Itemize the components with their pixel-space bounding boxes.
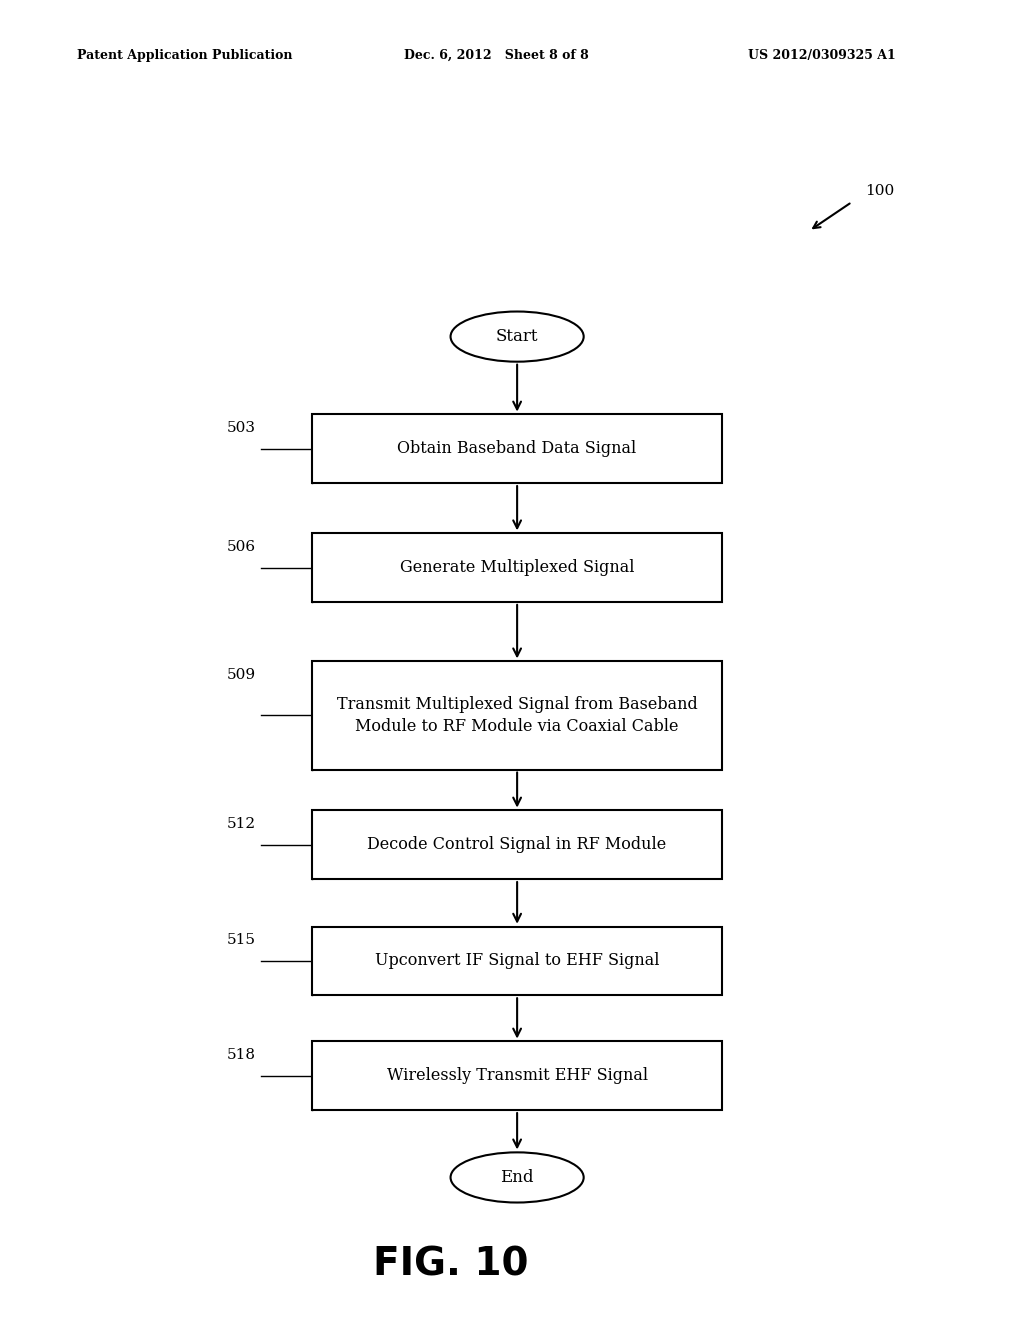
Text: 100: 100 — [865, 185, 895, 198]
Text: 506: 506 — [227, 540, 256, 554]
FancyBboxPatch shape — [312, 1041, 722, 1110]
Text: Decode Control Signal in RF Module: Decode Control Signal in RF Module — [368, 837, 667, 853]
Text: Wirelessly Transmit EHF Signal: Wirelessly Transmit EHF Signal — [386, 1068, 648, 1084]
FancyBboxPatch shape — [312, 810, 722, 879]
Ellipse shape — [451, 312, 584, 362]
Text: 509: 509 — [227, 668, 256, 682]
Text: Patent Application Publication: Patent Application Publication — [77, 49, 292, 62]
FancyBboxPatch shape — [312, 927, 722, 995]
Text: Upconvert IF Signal to EHF Signal: Upconvert IF Signal to EHF Signal — [375, 953, 659, 969]
Text: Generate Multiplexed Signal: Generate Multiplexed Signal — [399, 560, 635, 576]
Ellipse shape — [451, 1152, 584, 1203]
Text: 515: 515 — [227, 933, 256, 948]
FancyBboxPatch shape — [312, 533, 722, 602]
Text: 512: 512 — [227, 817, 256, 832]
Text: 518: 518 — [227, 1048, 256, 1063]
Text: Start: Start — [496, 329, 539, 345]
FancyBboxPatch shape — [312, 414, 722, 483]
Text: Transmit Multiplexed Signal from Baseband
Module to RF Module via Coaxial Cable: Transmit Multiplexed Signal from Baseban… — [337, 696, 697, 735]
Text: End: End — [501, 1170, 534, 1185]
Text: Dec. 6, 2012   Sheet 8 of 8: Dec. 6, 2012 Sheet 8 of 8 — [404, 49, 589, 62]
Text: Obtain Baseband Data Signal: Obtain Baseband Data Signal — [397, 441, 637, 457]
Text: 503: 503 — [227, 421, 256, 436]
FancyBboxPatch shape — [312, 661, 722, 770]
Text: US 2012/0309325 A1: US 2012/0309325 A1 — [748, 49, 895, 62]
Text: FIG. 10: FIG. 10 — [373, 1246, 528, 1283]
